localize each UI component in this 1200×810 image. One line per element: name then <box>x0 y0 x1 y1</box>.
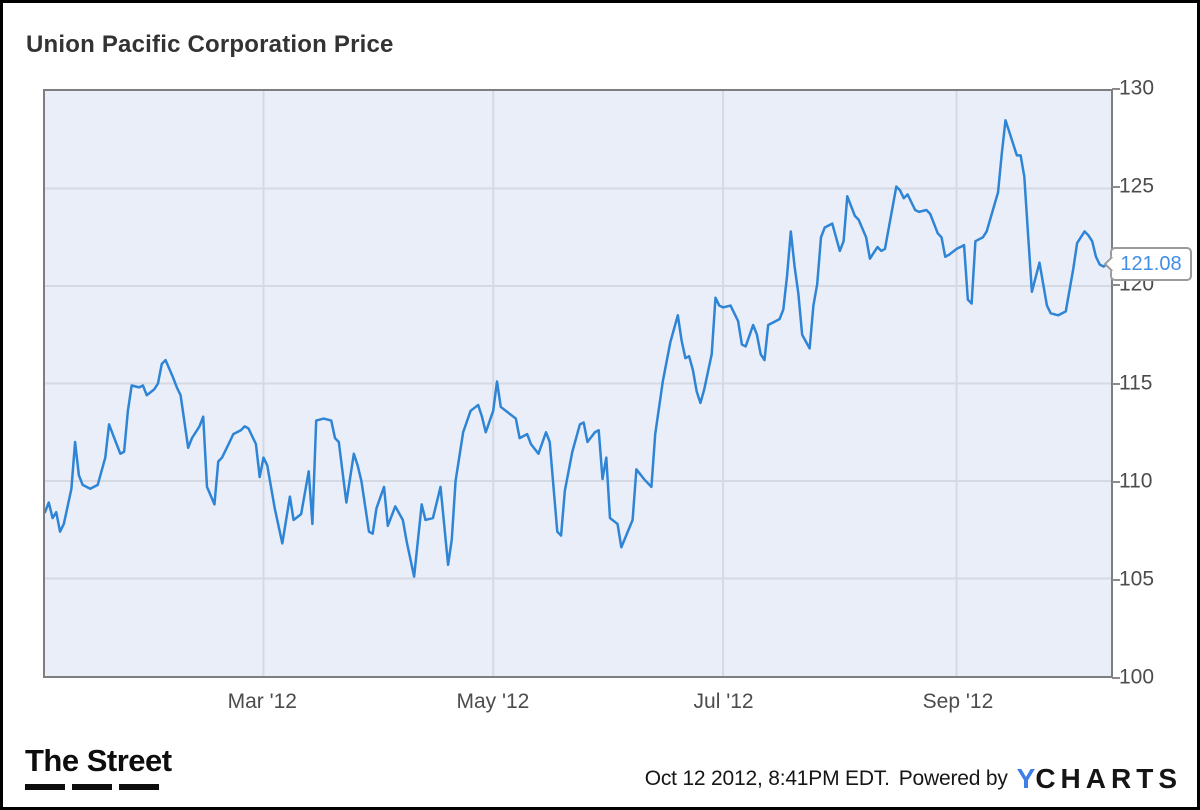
thestreet-underline <box>25 784 172 790</box>
powered-by-label: Powered by <box>898 767 1008 790</box>
last-price-value: 121.08 <box>1120 252 1182 275</box>
ycharts-charts: CHARTS <box>1035 763 1182 794</box>
y-tick-mark <box>1112 88 1120 90</box>
x-tick-label: Jul '12 <box>693 690 754 713</box>
x-tick-label: May '12 <box>456 690 530 713</box>
price-line <box>45 119 1111 578</box>
ycharts-y: Y <box>1016 763 1036 794</box>
y-tick-mark <box>1112 284 1120 287</box>
y-tick-mark <box>1112 186 1120 189</box>
y-tick-label: 105 <box>1119 567 1155 591</box>
y-tick-label: 115 <box>1119 371 1153 395</box>
y-tick-label: 100 <box>1119 665 1155 689</box>
thestreet-wordmark: The Street <box>25 743 172 778</box>
y-tick-mark <box>1112 382 1120 385</box>
y-tick-label: 110 <box>1119 469 1153 493</box>
x-tick-label: Sep '12 <box>922 690 994 713</box>
price-chart-svg <box>45 91 1111 676</box>
last-price-callout: 121.08 <box>1110 247 1192 282</box>
timestamp: Oct 12 2012, 8:41PM EDT. <box>644 767 890 790</box>
y-tick-label: 130 <box>1119 76 1155 100</box>
ycharts-logo: YCHARTS <box>1017 763 1182 795</box>
thestreet-logo: The Street <box>25 743 172 790</box>
y-tick-label: 125 <box>1119 174 1155 198</box>
chart-credit: Oct 12 2012, 8:41PM EDT. Powered by YCHA… <box>645 763 1182 795</box>
x-tick-label: Mar '12 <box>227 690 297 713</box>
y-tick-mark <box>1112 677 1120 679</box>
y-tick-mark <box>1112 578 1120 581</box>
plot-area <box>43 89 1113 678</box>
chart-title: Union Pacific Corporation Price <box>26 31 394 59</box>
y-tick-mark <box>1112 480 1120 483</box>
chart-title-text: Union Pacific Corporation Price <box>26 31 394 58</box>
